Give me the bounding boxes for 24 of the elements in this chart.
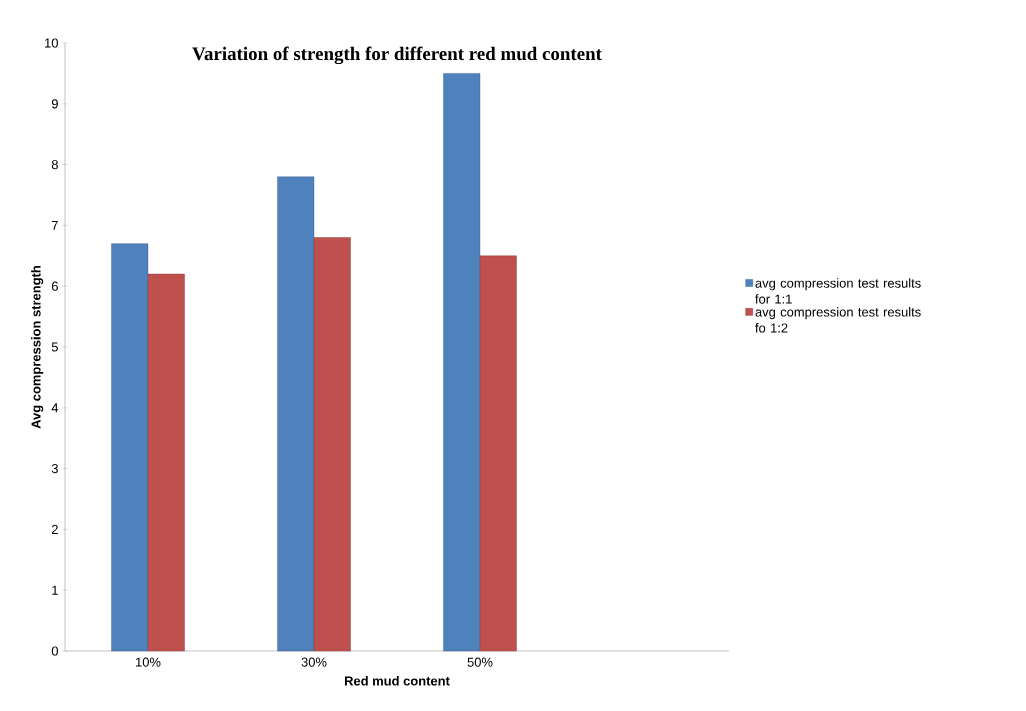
y-tick-label: 3 <box>51 464 58 474</box>
y-axis-title: Avg compression strength <box>31 266 44 429</box>
bar <box>277 176 315 652</box>
x-axis-title: Red mud content <box>344 676 450 686</box>
y-tick-label: 10 <box>45 38 58 48</box>
chart-title: Variation of strength for different red mud content <box>192 46 602 65</box>
y-tick-label: 8 <box>51 160 58 170</box>
bar <box>479 255 517 652</box>
y-tick-label: 2 <box>51 524 58 534</box>
x-tick-label: 30% <box>301 657 327 667</box>
y-tick-label: 7 <box>51 220 58 230</box>
legend-label: avg compression test results fo 1:2 <box>755 307 921 333</box>
y-tick-label: 6 <box>51 281 58 291</box>
y-tick-label: 0 <box>51 646 58 656</box>
bar <box>443 73 481 652</box>
bar <box>111 243 149 652</box>
bar <box>147 273 185 652</box>
y-tick-label: 5 <box>51 342 58 352</box>
x-tick-label: 50% <box>467 657 493 667</box>
y-tick-label: 9 <box>51 99 58 109</box>
x-tick-label: 10% <box>136 657 161 667</box>
bar <box>313 237 351 652</box>
y-tick-label: 4 <box>51 403 59 413</box>
y-tick-label: 1 <box>52 585 58 595</box>
